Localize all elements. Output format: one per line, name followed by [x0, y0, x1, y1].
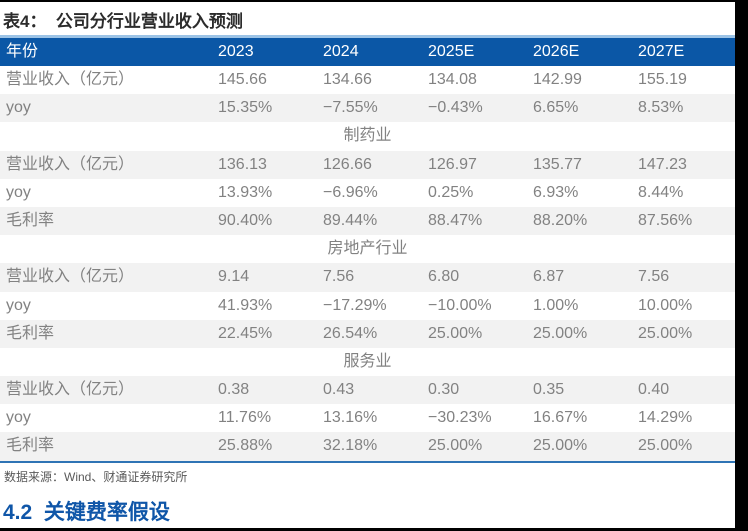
- value-cell: 6.80: [428, 268, 460, 286]
- value-cell: 25.00%: [428, 437, 483, 455]
- table-row: 营业收入（亿元） 0.38 0.43 0.30 0.35 0.40: [0, 376, 735, 405]
- value-cell: 0.43: [323, 381, 355, 399]
- value-cell: 0.38: [218, 381, 250, 399]
- value-cell: −7.55%: [323, 99, 378, 117]
- header-cell-2025e: 2025E: [428, 43, 475, 60]
- value-cell: 136.13: [218, 155, 267, 173]
- industry-section-label: 制药业: [343, 127, 392, 145]
- value-cell: −0.43%: [428, 99, 483, 117]
- row-label: yoy: [6, 183, 31, 201]
- value-cell: −6.96%: [323, 183, 378, 201]
- header-cell-year: 年份: [6, 43, 39, 60]
- row-label: 营业收入（亿元）: [6, 268, 135, 286]
- row-label: 毛利率: [6, 324, 55, 342]
- value-cell: 26.54%: [323, 324, 378, 342]
- value-cell: 89.44%: [323, 211, 378, 229]
- value-cell: 0.35: [533, 381, 565, 399]
- table-row: 毛利率 22.45% 26.54% 25.00% 25.00% 25.00%: [0, 319, 735, 348]
- revenue-forecast-table: 年份 2023 2024 2025E 2026E 2027E 营业收入（亿元） 1…: [0, 35, 735, 463]
- industry-section-label: 房地产行业: [327, 240, 408, 258]
- row-label: 毛利率: [6, 211, 55, 229]
- row-label: 营业收入（亿元）: [6, 155, 135, 173]
- industry-section-row: 服务业: [0, 347, 735, 377]
- next-section-heading: 4.2 关键费率假设: [3, 501, 170, 524]
- value-cell: 0.40: [638, 381, 670, 399]
- value-cell: 8.53%: [638, 99, 684, 117]
- header-cell-2027e: 2027E: [638, 43, 685, 60]
- row-label: yoy: [6, 99, 31, 117]
- value-cell: 8.44%: [638, 183, 684, 201]
- industry-section-label: 服务业: [343, 352, 392, 370]
- value-cell: 32.18%: [323, 437, 378, 455]
- table-row: yoy 41.93% −17.29% −10.00% 1.00% 10.00%: [0, 291, 735, 320]
- value-cell: 142.99: [533, 71, 582, 88]
- value-cell: 88.47%: [428, 211, 483, 229]
- industry-section-row: 房地产行业: [0, 235, 735, 264]
- value-cell: 16.67%: [533, 409, 588, 427]
- value-cell: 41.93%: [218, 296, 273, 314]
- value-cell: 25.00%: [638, 324, 693, 342]
- table-row: yoy 15.35% −7.55% −0.43% 6.65% 8.53%: [0, 94, 735, 123]
- table-row: yoy 13.93% −6.96% 0.25% 6.93% 8.44%: [0, 178, 735, 207]
- value-cell: 0.30: [428, 381, 460, 399]
- value-cell: 14.29%: [638, 409, 693, 427]
- row-label: yoy: [6, 409, 31, 427]
- value-cell: 0.25%: [428, 183, 474, 201]
- value-cell: 7.56: [323, 268, 355, 286]
- value-cell: 155.19: [638, 71, 687, 88]
- value-cell: 1.00%: [533, 296, 579, 314]
- value-cell: 25.00%: [533, 324, 588, 342]
- value-cell: 25.88%: [218, 437, 273, 455]
- value-cell: 126.97: [428, 155, 477, 173]
- value-cell: 6.93%: [533, 183, 579, 201]
- row-label: yoy: [6, 296, 31, 314]
- value-cell: 25.00%: [428, 324, 483, 342]
- value-cell: 87.56%: [638, 211, 693, 229]
- value-cell: 126.66: [323, 155, 372, 173]
- value-cell: 147.23: [638, 155, 687, 173]
- industry-section-row: 制药业: [0, 122, 735, 151]
- value-cell: 9.14: [218, 268, 250, 286]
- header-cell-2026e: 2026E: [533, 43, 580, 60]
- value-cell: 6.65%: [533, 99, 579, 117]
- value-cell: 135.77: [533, 155, 582, 173]
- value-cell: 11.76%: [218, 409, 272, 427]
- value-cell: −17.29%: [323, 296, 387, 314]
- value-cell: 6.87: [533, 268, 565, 286]
- header-cell-2024: 2024: [323, 43, 359, 60]
- value-cell: 134.66: [323, 71, 372, 88]
- value-cell: 25.00%: [533, 437, 588, 455]
- value-cell: −30.23%: [428, 409, 492, 427]
- value-cell: 134.08: [428, 71, 477, 88]
- report-content: 表4： 公司分行业营业收入预测 年份 2023 2024 2025E 2026E…: [0, 2, 735, 528]
- table-title: 表4： 公司分行业营业收入预测: [3, 12, 243, 31]
- value-cell: 10.00%: [638, 296, 693, 314]
- table-row: 营业收入（亿元） 136.13 126.66 126.97 135.77 147.23: [0, 150, 735, 179]
- table-row: 毛利率 25.88% 32.18% 25.00% 25.00% 25.00%: [0, 432, 735, 461]
- table-body: 营业收入（亿元） 145.66 134.66 134.08 142.99 155.19 yo…: [0, 66, 735, 463]
- row-label: 毛利率: [6, 437, 55, 455]
- value-cell: 13.16%: [323, 409, 378, 427]
- data-source-note: 数据来源：Wind、财通证券研究所: [4, 470, 188, 484]
- table-header-row: 年份 2023 2024 2025E 2026E 2027E: [0, 35, 735, 66]
- value-cell: 25.00%: [638, 437, 693, 455]
- header-cell-2023: 2023: [218, 43, 254, 60]
- value-cell: 22.45%: [218, 324, 273, 342]
- value-cell: 90.40%: [218, 211, 273, 229]
- table-row: 营业收入（亿元） 9.14 7.56 6.80 6.87 7.56: [0, 263, 735, 292]
- value-cell: 13.93%: [218, 183, 273, 201]
- table-row: 毛利率 90.40% 89.44% 88.47% 88.20% 87.56%: [0, 206, 735, 236]
- value-cell: 145.66: [218, 71, 267, 88]
- table-row: yoy 11.76% 13.16% −30.23% 16.67% 14.29%: [0, 404, 735, 433]
- value-cell: 88.20%: [533, 211, 588, 229]
- value-cell: −10.00%: [428, 296, 492, 314]
- row-label: 营业收入（亿元）: [6, 71, 135, 88]
- value-cell: 15.35%: [218, 99, 273, 117]
- table-row: 营业收入（亿元） 145.66 134.66 134.08 142.99 155.19: [0, 66, 735, 95]
- value-cell: 7.56: [638, 268, 670, 286]
- row-label: 营业收入（亿元）: [6, 381, 135, 399]
